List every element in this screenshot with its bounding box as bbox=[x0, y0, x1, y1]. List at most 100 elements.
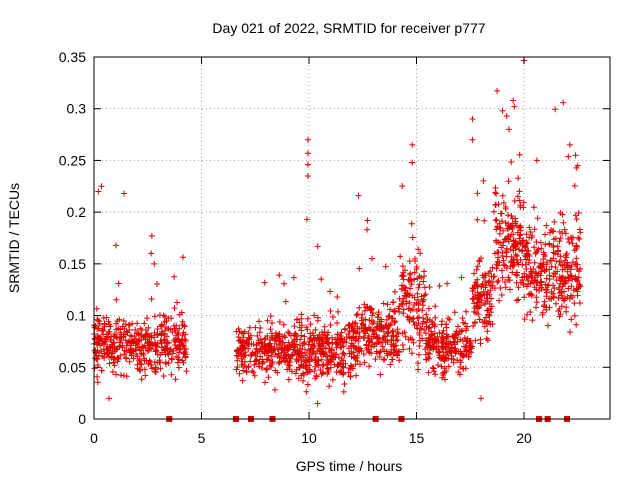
data-point bbox=[557, 253, 564, 260]
data-point bbox=[469, 136, 476, 143]
data-point bbox=[113, 320, 120, 327]
data-point bbox=[441, 376, 448, 383]
data-point bbox=[384, 330, 391, 337]
data-point bbox=[527, 280, 534, 287]
data-point bbox=[396, 357, 403, 364]
data-point bbox=[312, 363, 319, 370]
data-point bbox=[152, 364, 159, 371]
data-point bbox=[374, 334, 381, 341]
y-tick-label: 0.1 bbox=[67, 308, 87, 324]
data-point bbox=[347, 373, 354, 380]
data-point bbox=[435, 361, 442, 368]
data-point bbox=[234, 346, 241, 353]
data-point bbox=[152, 339, 159, 346]
data-point bbox=[556, 286, 563, 293]
data-points bbox=[91, 57, 584, 407]
data-point bbox=[97, 342, 104, 349]
data-point bbox=[298, 332, 305, 339]
data-point bbox=[407, 285, 414, 292]
data-point bbox=[246, 324, 253, 331]
data-point bbox=[379, 343, 386, 350]
data-point bbox=[569, 234, 576, 241]
data-point bbox=[476, 316, 483, 323]
data-point bbox=[174, 354, 181, 361]
data-point bbox=[144, 330, 151, 337]
data-point bbox=[457, 364, 464, 371]
data-point bbox=[368, 350, 375, 357]
data-point bbox=[266, 357, 273, 364]
data-point bbox=[251, 361, 258, 368]
data-point bbox=[569, 276, 576, 283]
data-point bbox=[98, 183, 105, 190]
data-point bbox=[328, 352, 335, 359]
data-point bbox=[175, 331, 182, 338]
data-point bbox=[516, 197, 523, 204]
data-point bbox=[307, 368, 314, 375]
data-point bbox=[338, 329, 345, 336]
data-point bbox=[457, 371, 464, 378]
data-point bbox=[522, 261, 529, 268]
data-point bbox=[421, 326, 428, 333]
data-point bbox=[558, 289, 565, 296]
data-point bbox=[482, 314, 489, 321]
data-point bbox=[352, 354, 359, 361]
data-point bbox=[556, 238, 563, 245]
data-point bbox=[405, 305, 412, 312]
data-point bbox=[543, 222, 550, 229]
data-point bbox=[415, 320, 422, 327]
data-point bbox=[398, 300, 405, 307]
data-point bbox=[502, 204, 509, 211]
data-point bbox=[491, 285, 498, 292]
data-point bbox=[373, 331, 380, 338]
data-point bbox=[507, 286, 514, 293]
data-point bbox=[145, 338, 152, 345]
data-point bbox=[403, 298, 410, 305]
data-point bbox=[508, 253, 515, 260]
data-point bbox=[266, 362, 273, 369]
data-point bbox=[500, 261, 507, 268]
data-point bbox=[396, 308, 403, 315]
data-point bbox=[392, 342, 399, 349]
data-point bbox=[375, 335, 382, 342]
data-point bbox=[513, 269, 520, 276]
data-point bbox=[515, 261, 522, 268]
data-point bbox=[304, 161, 311, 168]
data-point bbox=[178, 309, 185, 316]
data-point bbox=[542, 231, 549, 238]
data-point bbox=[276, 272, 283, 279]
data-point bbox=[463, 325, 470, 332]
y-axis-label: SRMTID / TECUs bbox=[6, 183, 22, 293]
data-point bbox=[95, 188, 102, 195]
data-point bbox=[401, 267, 408, 274]
data-point bbox=[524, 247, 531, 254]
data-point bbox=[233, 366, 240, 373]
data-point bbox=[573, 321, 580, 328]
data-point bbox=[146, 357, 153, 364]
data-point bbox=[560, 99, 567, 106]
axis-ticks bbox=[93, 56, 610, 420]
data-point bbox=[457, 348, 464, 355]
data-point bbox=[443, 331, 450, 338]
data-point bbox=[408, 281, 415, 288]
data-point bbox=[235, 337, 242, 344]
data-point bbox=[575, 210, 582, 217]
data-point bbox=[507, 246, 514, 253]
data-point bbox=[237, 338, 244, 345]
data-point bbox=[431, 337, 438, 344]
data-point bbox=[240, 367, 247, 374]
data-point bbox=[382, 263, 389, 270]
data-point bbox=[573, 216, 580, 223]
data-point bbox=[557, 235, 564, 242]
data-point bbox=[517, 224, 524, 231]
data-point bbox=[425, 305, 432, 312]
data-point bbox=[141, 320, 148, 327]
data-point bbox=[314, 314, 321, 321]
data-point bbox=[112, 348, 119, 355]
data-point bbox=[556, 313, 563, 320]
data-point bbox=[95, 317, 102, 324]
data-point bbox=[436, 329, 443, 336]
data-point bbox=[419, 307, 426, 314]
data-point bbox=[182, 351, 189, 358]
data-point bbox=[499, 192, 506, 199]
data-point bbox=[271, 386, 278, 393]
